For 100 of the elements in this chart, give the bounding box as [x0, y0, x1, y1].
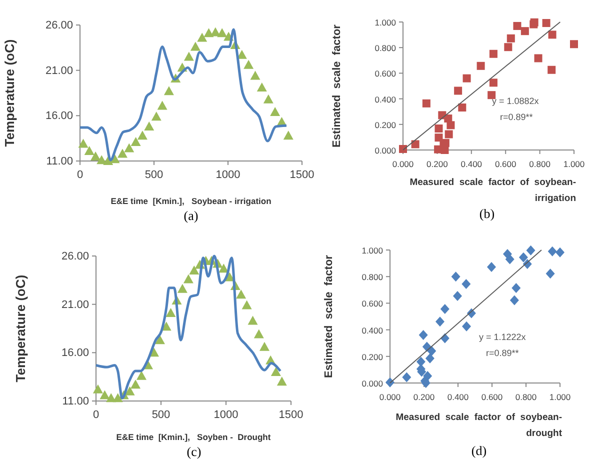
point — [435, 316, 444, 327]
y-tick-label: 0.600 — [362, 298, 384, 309]
point — [130, 380, 141, 389]
x-tick-label: 500 — [144, 169, 164, 181]
point — [154, 335, 165, 344]
point — [263, 94, 274, 104]
point — [526, 245, 536, 256]
y-tick-label: 21.00 — [61, 298, 89, 311]
text: (b) — [479, 206, 495, 221]
annotation: y = 1.0882x — [492, 96, 540, 106]
point — [164, 86, 174, 96]
point — [166, 308, 176, 318]
point — [570, 40, 578, 48]
point — [157, 100, 168, 110]
point — [518, 252, 528, 262]
point — [476, 62, 485, 70]
point — [184, 52, 194, 61]
point — [254, 329, 264, 338]
point — [510, 295, 519, 306]
point — [454, 86, 462, 95]
x-tick-label: 1000 — [216, 169, 240, 181]
y-tick-label: 0.400 — [374, 94, 396, 104]
point — [244, 60, 254, 69]
point — [124, 386, 135, 396]
point — [506, 34, 515, 42]
point — [100, 390, 110, 400]
point — [259, 342, 270, 351]
y-tick-label: 21.00 — [45, 64, 73, 77]
point — [236, 290, 246, 299]
x-axis-title: E&E time [Kmin.], Soybean - irrigation — [110, 196, 272, 206]
x-tick-label: 0 — [76, 169, 84, 181]
x-tick-label: 1500 — [290, 169, 314, 181]
point — [488, 91, 496, 100]
point — [137, 130, 148, 140]
point — [444, 130, 453, 138]
point — [197, 32, 208, 42]
point — [548, 30, 556, 39]
point — [112, 393, 123, 402]
point — [416, 356, 426, 367]
x-tick-label: 0.400 — [460, 159, 482, 169]
point — [462, 74, 471, 82]
point — [546, 268, 555, 279]
y-tick-label: 16.00 — [45, 110, 73, 122]
x-axis-title: Measured scale factor of soybean-drought — [396, 412, 563, 439]
y-tick-label: 26.00 — [45, 20, 73, 32]
point — [130, 136, 141, 146]
point — [458, 104, 466, 112]
y-tick-label: 11.00 — [46, 156, 73, 168]
point — [434, 124, 443, 132]
point — [248, 316, 258, 325]
point — [117, 148, 128, 158]
point — [452, 291, 462, 302]
y-tick-label: 0.800 — [362, 272, 384, 282]
point — [462, 279, 471, 290]
point — [520, 27, 529, 36]
x-tick-label: 0.400 — [447, 392, 469, 402]
point — [422, 99, 430, 108]
point — [283, 130, 294, 140]
point — [84, 146, 94, 156]
y-tick-label: 26.00 — [61, 250, 89, 262]
point — [90, 151, 101, 160]
point — [78, 138, 88, 148]
point — [504, 43, 512, 52]
x-tick-label: 0.600 — [481, 392, 503, 402]
x-tick-label: 1.000 — [563, 159, 585, 169]
point — [190, 42, 200, 51]
annotation: r=0.89** — [486, 348, 520, 358]
x-tick-label: 500 — [152, 409, 170, 421]
x-axis-title: E&E time [Kmin.], Soyben - Drought — [116, 432, 271, 442]
point — [489, 50, 498, 58]
y-tick-label: 0.800 — [374, 43, 396, 54]
x-tick-label: 0.000 — [392, 159, 414, 169]
point — [451, 272, 460, 282]
text: (a) — [184, 208, 198, 223]
annotation: y = 1.1222x — [479, 332, 526, 342]
annotation: r=0.89** — [500, 112, 534, 122]
point — [411, 140, 420, 148]
point — [270, 107, 280, 116]
point — [399, 144, 407, 153]
point — [144, 122, 154, 131]
text: (d) — [471, 443, 487, 458]
y-tick-label: 16.00 — [61, 347, 89, 360]
y-axis-title: Temperature (oC) — [13, 274, 28, 382]
y-tick-label: 1.000 — [362, 246, 384, 256]
point — [218, 264, 229, 273]
point — [548, 66, 556, 74]
point — [256, 82, 267, 92]
point — [446, 121, 455, 130]
point — [548, 246, 557, 256]
point — [242, 300, 252, 310]
x-tick-label: 0.800 — [529, 159, 551, 169]
y-tick-label: 0.200 — [362, 352, 384, 362]
point — [440, 304, 450, 314]
point — [183, 274, 194, 284]
y-tick-label: 0.400 — [362, 325, 384, 336]
point — [276, 376, 287, 386]
point — [512, 283, 521, 294]
x-tick-label: 1500 — [278, 409, 304, 421]
y-axis-title: Estimated scale factor — [331, 24, 343, 148]
y-tick-label: 0.000 — [362, 378, 384, 388]
